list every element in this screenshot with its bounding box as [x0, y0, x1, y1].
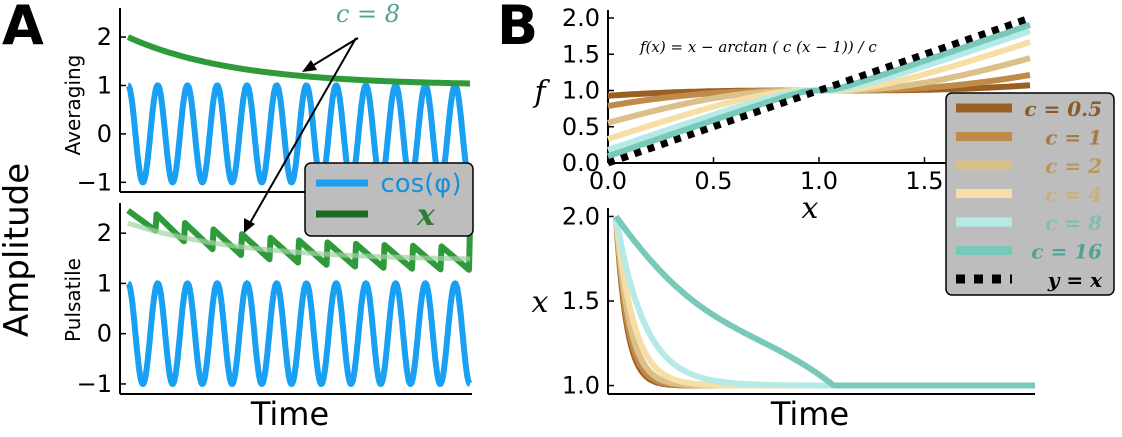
legend-b-label: c = 8 — [1045, 211, 1102, 235]
y-tick-label: 0 — [97, 320, 112, 348]
x-tick-label: 1.0 — [800, 167, 838, 195]
panel-label-a: A — [2, 0, 44, 57]
x-tick-label: 1.5 — [905, 167, 943, 195]
legend-b-label: c = 2 — [1045, 154, 1102, 178]
series-x-average — [127, 220, 470, 262]
legend-b-label: c = 16 — [1031, 240, 1102, 264]
arrow-head-top — [302, 60, 317, 72]
series-x — [126, 34, 470, 87]
legend-b-label: c = 0.5 — [1024, 97, 1102, 121]
y-tick-label: 1 — [97, 269, 112, 297]
x-tick-label: 0.0 — [589, 167, 627, 195]
panel-a-ylabel: Amplitude — [0, 163, 37, 337]
panel-b: 0.0 0.5 1.0 1.5 2.0 0.0 0.5 1.0 1.5 1.0 1.5 2.0 f(… — [532, 4, 1115, 433]
y-tick-label: 0 — [97, 120, 112, 148]
y-tick-label: −1 — [77, 168, 112, 196]
panel-a-xlabel: Time — [250, 395, 329, 433]
series-x-16 — [613, 214, 1035, 389]
legend-a-label-cos: cos(φ) — [380, 169, 461, 199]
series-x-pulsatile — [126, 208, 473, 273]
panel-b-top-xlabel: x — [802, 191, 819, 226]
legend-b-box — [945, 92, 1115, 296]
subplot-label-pulsatile: Pulsatile — [61, 258, 85, 342]
y-tick-label: 2.0 — [562, 4, 600, 32]
y-tick-label: 1.0 — [562, 77, 600, 105]
panel-b-top-ylabel: f — [532, 75, 550, 110]
y-tick-label: 1.5 — [562, 40, 600, 68]
legend-b-label: c = 1 — [1045, 126, 1102, 150]
y-tick-label: 0.5 — [562, 113, 600, 141]
panel-a: Amplitude Averaging Pulsatile −1 0 1 2 −1 0 1… — [0, 0, 474, 433]
series-c-16 — [607, 21, 1031, 160]
y-tick-label: 2.0 — [562, 202, 600, 230]
panel-label-b: B — [497, 0, 538, 57]
annotation-c8: c = 8 — [336, 0, 400, 28]
panel-b-bottom-xlabel: Time — [770, 395, 849, 433]
y-tick-label: 2 — [97, 219, 112, 247]
legend-a: cos(φ) x — [304, 162, 474, 237]
plot-f-of-x: 0.0 0.5 1.0 1.5 2.0 0.0 0.5 1.0 1.5 — [562, 4, 1032, 195]
y-tick-label: 1.0 — [562, 372, 600, 400]
y-tick-label: 1.5 — [562, 287, 600, 315]
plot-x-time: 1.0 1.5 2.0 — [562, 202, 1035, 400]
plot-pulsatile: −1 0 1 2 — [77, 203, 473, 398]
panel-b-bottom-ylabel: x — [532, 285, 549, 320]
legend-b: c = 0.5 c = 1 c = 2 c = 4 c = 8 c = 16 y = x — [945, 92, 1115, 296]
series-cos-phi — [125, 279, 473, 388]
y-tick-label: 0.0 — [562, 149, 600, 177]
series-identity — [606, 14, 1032, 167]
annotation-arrows — [244, 37, 359, 233]
subplot-label-averaging: Averaging — [61, 55, 85, 156]
y-tick-label: 2 — [97, 23, 112, 51]
arrow-head-bottom — [244, 218, 255, 233]
legend-b-label: y = x — [1047, 268, 1103, 292]
legend-a-label-x: x — [416, 198, 436, 233]
x-tick-label: 0.5 — [694, 167, 732, 195]
legend-b-label: c = 4 — [1045, 183, 1102, 207]
equation: f(x) = x − arctan ( c (x − 1)) / c — [639, 38, 877, 56]
y-tick-label: 1 — [97, 71, 112, 99]
y-tick-label: −1 — [77, 370, 112, 398]
